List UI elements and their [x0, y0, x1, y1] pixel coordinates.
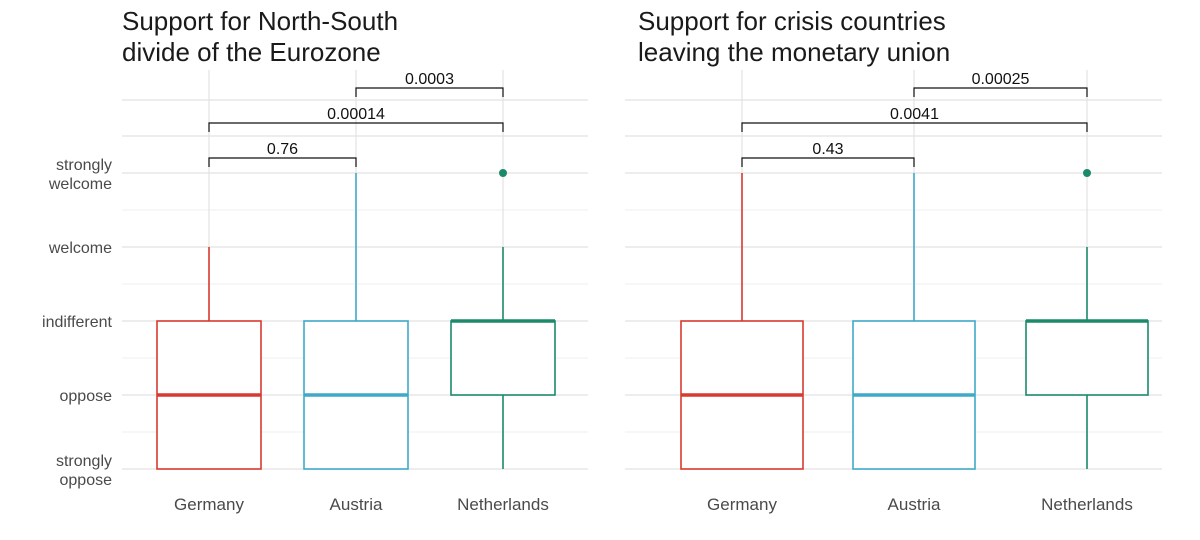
- p-value-label: 0.43: [812, 141, 843, 158]
- panel-north-south-divide: Support for North-South divide of the Eur…: [42, 6, 588, 514]
- outlier-point: [499, 169, 507, 177]
- box-netherlands: [450, 169, 556, 469]
- chart-title-line: Support for crisis countries: [638, 6, 946, 36]
- significance-bracket: 0.76: [208, 141, 357, 167]
- panel-crisis-countries-leaving: Support for crisis countries leaving the …: [625, 6, 1162, 514]
- box-netherlands: [1025, 169, 1149, 469]
- y-tick-label-line: oppose: [60, 388, 113, 405]
- significance-bracket: 0.00025: [913, 71, 1088, 97]
- box-austria: [852, 173, 976, 470]
- y-tick-label-line: oppose: [60, 472, 113, 489]
- x-tick-label: Austria: [330, 495, 383, 514]
- p-value-label: 0.76: [267, 141, 298, 158]
- bracket-line: [741, 122, 1088, 132]
- significance-bracket: 0.0003: [355, 71, 504, 97]
- bracket-line: [913, 87, 1088, 97]
- y-tick-label: oppose: [60, 388, 113, 405]
- outlier-point: [1083, 169, 1091, 177]
- significance-bracket: 0.00014: [208, 106, 504, 132]
- significance-bracket: 0.0041: [741, 106, 1088, 132]
- box-iqr: [1025, 320, 1149, 396]
- bracket-line: [355, 87, 504, 97]
- chart-title-line: Support for North-South: [122, 6, 398, 36]
- y-tick-label: strongly welcome: [48, 157, 112, 193]
- y-tick-label-line: strongly: [56, 453, 112, 470]
- x-tick-label: Germany: [174, 495, 244, 514]
- box-iqr: [450, 320, 556, 396]
- x-tick-label: Netherlands: [457, 495, 549, 514]
- p-value-label: 0.0003: [405, 71, 454, 88]
- x-tick-label: Netherlands: [1041, 495, 1133, 514]
- y-tick-label-line: welcome: [48, 176, 112, 193]
- p-value-label: 0.0041: [890, 106, 939, 123]
- y-tick-label: indifferent: [42, 314, 113, 331]
- x-tick-label: Germany: [707, 495, 777, 514]
- x-tick-label: Austria: [888, 495, 941, 514]
- box-austria: [303, 173, 409, 470]
- p-value-label: 0.00025: [972, 71, 1030, 88]
- chart-title: Support for crisis countries leaving the …: [638, 6, 950, 67]
- chart-title-line: divide of the Eurozone: [122, 37, 381, 67]
- y-tick-label-line: strongly: [56, 157, 112, 174]
- chart-title: Support for North-South divide of the Eur…: [122, 6, 398, 67]
- box-germany: [156, 247, 262, 470]
- y-tick-label: strongly oppose: [56, 453, 112, 489]
- box-germany: [680, 173, 804, 470]
- y-tick-label-line: indifferent: [42, 314, 113, 331]
- p-value-label: 0.00014: [327, 106, 385, 123]
- y-tick-label-line: welcome: [48, 240, 112, 257]
- significance-bracket: 0.43: [741, 141, 915, 167]
- bracket-line: [741, 157, 915, 167]
- bracket-line: [208, 122, 504, 132]
- y-tick-label: welcome: [48, 240, 112, 257]
- bracket-line: [208, 157, 357, 167]
- chart-title-line: leaving the monetary union: [638, 37, 950, 67]
